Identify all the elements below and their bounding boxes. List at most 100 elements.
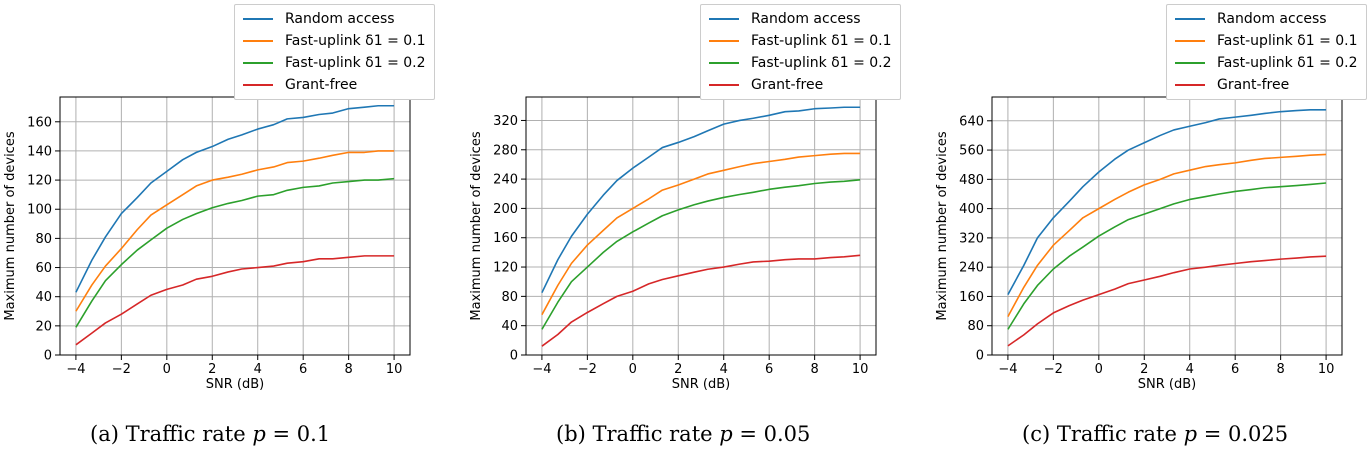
legend-a: Random access Fast-uplink δ1 = 0.1 Fast-up… <box>234 4 435 100</box>
y-tick-label: 400 <box>959 202 984 217</box>
legend-b: Random access Fast-uplink δ1 = 0.1 Fast-up… <box>700 4 901 100</box>
chart-panel-a: −4 −2 0 2 4 6 8 10 0 20 40 60 80 100 120 140 160 SNR (dB)… <box>0 0 440 456</box>
x-tick-label: 8 <box>344 362 352 377</box>
legend-swatch <box>709 84 739 86</box>
x-tick-label: 8 <box>1276 362 1284 377</box>
legend-entry: Fast-uplink δ1 = 0.2 <box>243 52 426 74</box>
x-tick-label: 10 <box>386 362 403 377</box>
plot-frame <box>991 96 1343 356</box>
caption-var: p <box>1183 422 1198 446</box>
y-axis-label: Maximum number of devices <box>3 131 18 320</box>
legend-swatch <box>243 18 273 20</box>
y-tick-label: 0 <box>976 349 984 364</box>
x-tick-label: 6 <box>765 362 773 377</box>
y-tick-label: 80 <box>35 232 52 247</box>
legend-entry: Fast-uplink δ1 = 0.2 <box>1175 52 1358 74</box>
series-line-4 <box>75 255 395 346</box>
legend-entry: Grant-free <box>1175 74 1358 96</box>
series-line-3 <box>541 179 861 330</box>
legend-swatch <box>1175 18 1205 20</box>
caption-b: (b) Traffic rate p = 0.05 <box>556 422 810 446</box>
caption-c: (c) Traffic rate p = 0.025 <box>1022 422 1288 446</box>
chart-c: −4 −2 0 2 4 6 8 10 0 80 160 240 320 400 480 560 640 SNR (… <box>935 96 1343 392</box>
y-tick-label: 160 <box>27 115 52 130</box>
x-tick-label: 4 <box>1186 362 1194 377</box>
x-tick-label: 0 <box>163 362 171 377</box>
y-tick-label: 120 <box>493 261 518 276</box>
legend-label: Random access <box>751 11 861 27</box>
y-tick-label: 120 <box>27 174 52 189</box>
legend-label: Random access <box>1217 11 1327 27</box>
legend-swatch <box>709 18 739 20</box>
legend-entry: Random access <box>1175 8 1358 30</box>
legend-swatch <box>1175 84 1205 86</box>
legend-label: Grant-free <box>285 77 358 93</box>
y-tick-label: 80 <box>967 319 984 334</box>
y-tick-label: 60 <box>35 261 52 276</box>
y-tick-label: 200 <box>493 202 518 217</box>
y-tick-label: 100 <box>27 203 52 218</box>
caption-eq: = 0.025 <box>1197 422 1289 446</box>
x-tick-label: 2 <box>674 362 682 377</box>
x-axis-label: SNR (dB) <box>1138 377 1196 392</box>
x-tick-label: 10 <box>852 362 869 377</box>
y-tick-label: 20 <box>35 319 52 334</box>
y-tick-label: 40 <box>35 290 52 305</box>
legend-entry: Fast-uplink δ1 = 0.1 <box>243 30 426 52</box>
series-line-2 <box>75 150 395 312</box>
legend-label: Fast-uplink δ1 = 0.2 <box>751 55 892 71</box>
y-tick-label: 320 <box>493 114 518 129</box>
x-tick-label: 4 <box>720 362 728 377</box>
caption-var: p <box>252 422 266 446</box>
x-tick-label: −4 <box>532 362 551 377</box>
x-tick-label: 2 <box>1140 362 1148 377</box>
caption-text: (b) Traffic rate <box>556 422 720 446</box>
caption-a: (a) Traffic rate p = 0.1 <box>90 422 330 446</box>
legend-entry: Random access <box>709 8 892 30</box>
legend-entry: Fast-uplink δ1 = 0.2 <box>709 52 892 74</box>
y-tick-label: 560 <box>959 144 984 159</box>
y-tick-label: 0 <box>510 349 518 364</box>
x-tick-label: −2 <box>578 362 597 377</box>
y-tick-label: 160 <box>959 290 984 305</box>
legend-entry: Fast-uplink δ1 = 0.1 <box>1175 30 1358 52</box>
series-line-2 <box>541 152 861 316</box>
x-tick-label: 8 <box>810 362 818 377</box>
y-tick-label: 320 <box>959 231 984 246</box>
legend-entry: Grant-free <box>243 74 426 96</box>
caption-eq: = 0.05 <box>732 422 811 446</box>
y-tick-label: 240 <box>493 173 518 188</box>
x-axis-label: SNR (dB) <box>206 377 264 392</box>
series-line-1 <box>541 106 861 294</box>
legend-c: Random access Fast-uplink δ1 = 0.1 Fast-up… <box>1166 4 1367 100</box>
legend-entry: Fast-uplink δ1 = 0.1 <box>709 30 892 52</box>
x-tick-label: 0 <box>1095 362 1103 377</box>
legend-swatch <box>1175 62 1205 64</box>
legend-swatch <box>709 40 739 42</box>
legend-swatch <box>243 62 273 64</box>
legend-swatch <box>243 84 273 86</box>
legend-label: Grant-free <box>1217 77 1290 93</box>
y-tick-label: 40 <box>501 319 518 334</box>
legend-swatch <box>243 40 273 42</box>
x-tick-label: 4 <box>254 362 262 377</box>
y-axis-label: Maximum number of devices <box>935 131 950 320</box>
series-line-2 <box>1007 153 1327 317</box>
x-tick-label: −4 <box>66 362 85 377</box>
caption-eq: = 0.1 <box>265 422 331 446</box>
x-tick-label: −2 <box>112 362 131 377</box>
legend-label: Fast-uplink δ1 = 0.1 <box>285 33 426 49</box>
legend-swatch <box>709 62 739 64</box>
series-line-3 <box>1007 182 1327 330</box>
x-tick-label: 10 <box>1318 362 1335 377</box>
x-tick-label: −4 <box>998 362 1017 377</box>
series-line-4 <box>541 254 861 347</box>
legend-entry: Random access <box>243 8 426 30</box>
caption-var: p <box>719 422 733 446</box>
legend-label: Grant-free <box>751 77 824 93</box>
grid-lines <box>992 97 1342 356</box>
legend-label: Fast-uplink δ1 = 0.1 <box>1217 33 1358 49</box>
chart-panel-b: −4 −2 0 2 4 6 8 10 0 40 80 120 160 200 240 280 320 SNR (d… <box>466 0 906 456</box>
y-tick-label: 640 <box>959 114 984 129</box>
